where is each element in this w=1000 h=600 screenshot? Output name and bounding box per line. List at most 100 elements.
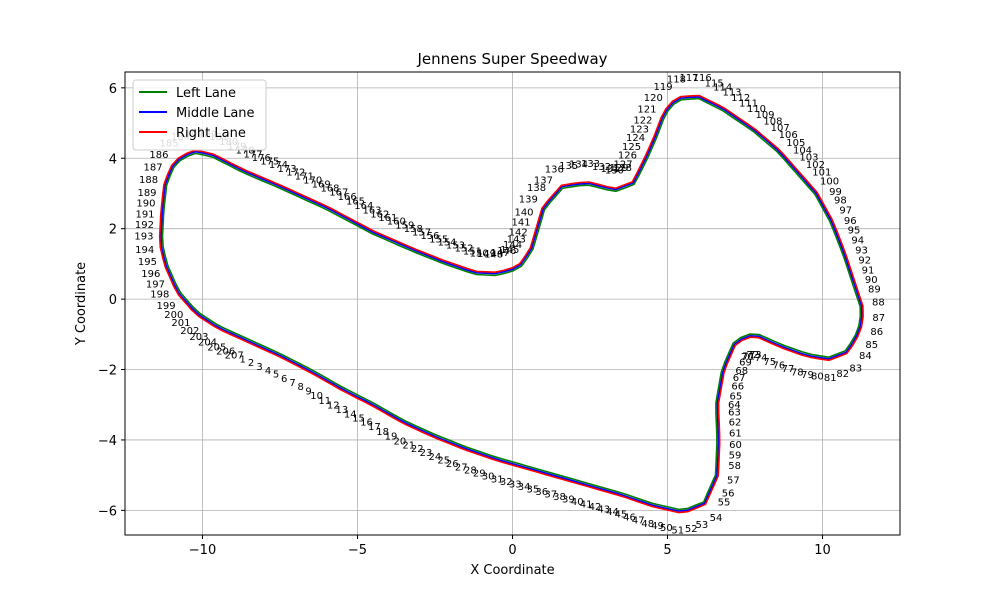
point-label: 90: [865, 275, 878, 286]
point-label: 76: [773, 361, 786, 372]
chart-title: Jennens Super Speedway: [416, 50, 607, 68]
point-label: 51: [671, 526, 684, 537]
point-label: 174: [269, 160, 288, 171]
point-label: 88: [872, 298, 885, 309]
point-label: 85: [865, 340, 878, 351]
point-label: 206: [216, 347, 235, 358]
point-label: 137: [534, 175, 553, 186]
point-label: 121: [637, 105, 656, 116]
point-label: 205: [207, 343, 226, 354]
point-label: 99: [829, 187, 842, 198]
point-label: 93: [855, 246, 868, 257]
point-label: 154: [437, 238, 456, 249]
point-label: 110: [747, 104, 766, 115]
point-label: 177: [243, 149, 262, 160]
point-label: 170: [303, 175, 322, 186]
point-label: 97: [839, 205, 852, 216]
point-label: 69: [739, 357, 752, 368]
point-label: 58: [728, 461, 741, 472]
point-label: 72: [746, 350, 759, 361]
point-label: 106: [779, 130, 798, 141]
point-label: 133: [581, 159, 600, 170]
point-label: 73: [749, 350, 762, 361]
point-label: 166: [338, 192, 357, 203]
point-label: 131: [601, 164, 620, 175]
point-label: 108: [763, 117, 782, 128]
point-label: 198: [150, 290, 169, 301]
point-label: 1: [240, 354, 246, 365]
point-label: 125: [622, 142, 641, 153]
point-label: 71: [742, 352, 755, 363]
point-label: 102: [806, 160, 825, 171]
point-label: 37: [544, 490, 557, 501]
x-tick-label: 10: [814, 543, 831, 558]
point-label: 191: [135, 209, 154, 220]
point-label: 11: [318, 396, 331, 407]
point-label: 41: [580, 500, 593, 511]
point-label: 146: [497, 246, 516, 257]
point-label: 207: [225, 351, 244, 362]
point-label: 87: [872, 313, 885, 324]
x-tick-label: −5: [348, 543, 367, 558]
point-label: 42: [589, 502, 602, 513]
point-label: 84: [859, 351, 872, 362]
point-label: 116: [693, 73, 712, 84]
point-label: 26: [446, 459, 459, 470]
point-label: 25: [437, 455, 450, 466]
point-label: 64: [728, 400, 741, 411]
point-label: 204: [198, 338, 217, 349]
point-label: 193: [134, 232, 153, 243]
point-label: 57: [727, 476, 740, 487]
left-lane-line: [161, 97, 862, 511]
point-label: 38: [553, 492, 566, 503]
point-label: 189: [137, 188, 156, 199]
point-label: 22: [411, 444, 424, 455]
point-label: 70: [741, 352, 754, 363]
point-label: 40: [571, 497, 584, 508]
point-label: 176: [252, 153, 271, 164]
point-label: 194: [135, 245, 154, 256]
legend-entry: Right Lane: [176, 126, 246, 141]
point-label: 13: [336, 405, 349, 416]
point-label: 83: [849, 363, 862, 374]
point-label: 136: [545, 164, 564, 175]
point-label: 148: [484, 249, 503, 260]
point-label: 77: [782, 364, 795, 375]
point-label: 103: [799, 153, 818, 164]
point-label: 47: [632, 516, 645, 527]
point-label: 162: [370, 209, 389, 220]
lanes: [158, 94, 864, 514]
point-label: 81: [824, 373, 837, 384]
point-label: 50: [660, 523, 673, 534]
point-label: 157: [412, 228, 431, 239]
y-tick-label: 2: [109, 223, 117, 238]
point-label: 24: [429, 452, 442, 463]
point-label: 153: [446, 241, 465, 252]
point-label: 55: [718, 498, 731, 509]
point-label: 113: [722, 87, 741, 98]
point-label: 95: [848, 226, 861, 237]
point-label: 44: [606, 507, 619, 518]
point-label: 139: [519, 194, 538, 205]
x-tick-label: 5: [663, 543, 671, 558]
point-label: 10: [310, 391, 323, 402]
point-label: 29: [473, 468, 486, 479]
point-labels: 1 2 3 4 5 6 7 8 91011121314151617181920212223242…: [134, 73, 885, 537]
point-label: 196: [141, 269, 160, 280]
point-label: 107: [771, 123, 790, 134]
point-label: 151: [463, 247, 482, 258]
point-label: 33: [509, 479, 522, 490]
point-label: 141: [512, 218, 531, 229]
point-label: 132: [592, 162, 611, 173]
point-label: 46: [623, 513, 636, 524]
point-label: 186: [149, 150, 168, 161]
point-label: 18: [376, 427, 389, 438]
point-label: 126: [618, 151, 637, 162]
point-label: 28: [464, 466, 477, 477]
y-axis-label: Y Coordinate: [74, 262, 89, 346]
point-label: 80: [811, 372, 824, 383]
point-label: 7: [289, 378, 295, 389]
point-label: 187: [144, 162, 163, 173]
point-label: 178: [236, 146, 255, 157]
